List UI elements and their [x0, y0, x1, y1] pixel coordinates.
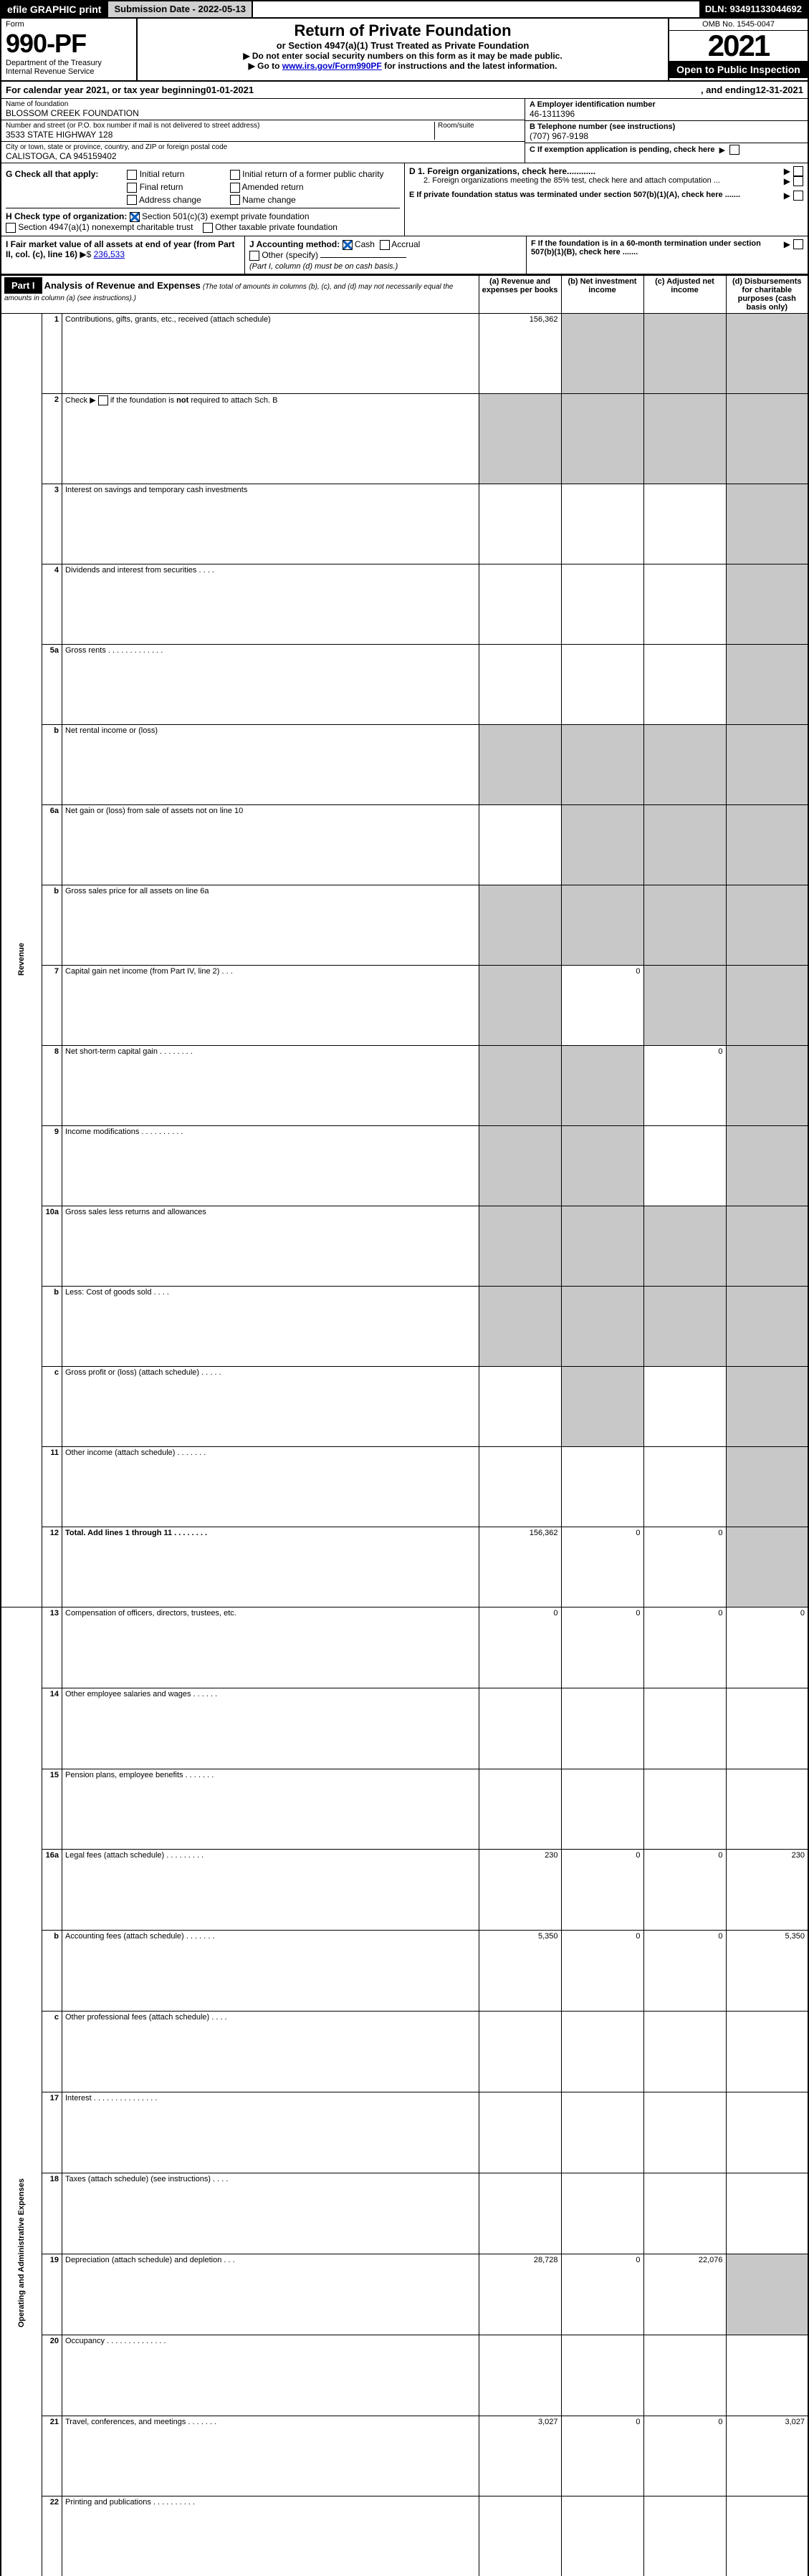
- table-row: 19Depreciation (attach schedule) and dep…: [1, 2254, 808, 2335]
- table-row: 15Pension plans, employee benefits . . .…: [1, 1769, 808, 1850]
- schB-check[interactable]: [98, 395, 108, 405]
- table-row: 8Net short-term capital gain . . . . . .…: [1, 1045, 808, 1125]
- table-row: 21Travel, conferences, and meetings . . …: [1, 2416, 808, 2496]
- header-right: OMB No. 1545-0047 2021 Open to Public In…: [668, 19, 808, 80]
- foundation-name-box: Name of foundation BLOSSOM CREEK FOUNDAT…: [1, 99, 525, 120]
- phone: (707) 967-9198: [530, 131, 803, 141]
- subtitle: or Section 4947(a)(1) Trust Treated as P…: [140, 40, 665, 51]
- ij-row: I Fair market value of all assets at end…: [0, 236, 809, 274]
- street-address: 3533 STATE HIGHWAY 128: [6, 130, 434, 140]
- accrual-check[interactable]: [380, 240, 390, 250]
- f-section: F If the foundation is in a 60-month ter…: [527, 236, 808, 274]
- table-row: bLess: Cost of goods sold . . . .: [1, 1286, 808, 1366]
- table-row: 16aLegal fees (attach schedule) . . . . …: [1, 1850, 808, 1931]
- table-row: 6aNet gain or (loss) from sale of assets…: [1, 804, 808, 885]
- other-method-check[interactable]: [249, 251, 259, 261]
- city-box: City or town, state or province, country…: [1, 142, 525, 163]
- topbar-spacer: [253, 1, 699, 17]
- foundation-name: BLOSSOM CREEK FOUNDATION: [6, 108, 520, 118]
- final-return-check[interactable]: [127, 183, 137, 193]
- address-change-check[interactable]: [127, 195, 137, 205]
- col-c-header: (c) Adjusted net income: [643, 275, 726, 314]
- initial-public-check[interactable]: [230, 170, 240, 180]
- open-inspection: Open to Public Inspection: [669, 61, 808, 78]
- form990pf-link[interactable]: www.irs.gov/Form990PF: [282, 61, 382, 71]
- e-check[interactable]: [793, 191, 803, 201]
- city-state-zip: CALISTOGA, CA 945159402: [6, 151, 520, 161]
- tax-year: 2021: [669, 31, 808, 61]
- d2-check[interactable]: [793, 176, 803, 186]
- 4947-check[interactable]: [6, 223, 16, 233]
- table-row: 9Income modifications . . . . . . . . . …: [1, 1125, 808, 1206]
- amended-check[interactable]: [230, 183, 240, 193]
- table-row: cOther professional fees (attach schedul…: [1, 2012, 808, 2092]
- inst2: ▶ Go to www.irs.gov/Form990PF for instru…: [140, 61, 665, 71]
- ein: 46-1311396: [530, 109, 803, 119]
- table-row: 10aGross sales less returns and allowanc…: [1, 1206, 808, 1286]
- ein-box: A Employer identification number 46-1311…: [525, 99, 808, 121]
- dln: DLN: 93491133044692: [699, 1, 808, 17]
- inst1: ▶ Do not enter social security numbers o…: [140, 51, 665, 61]
- table-row: Revenue1Contributions, gifts, grants, et…: [1, 313, 808, 393]
- table-row: bGross sales price for all assets on lin…: [1, 885, 808, 965]
- info-block: Name of foundation BLOSSOM CREEK FOUNDAT…: [0, 99, 809, 163]
- table-row: 18Taxes (attach schedule) (see instructi…: [1, 2173, 808, 2254]
- header-center: Return of Private Foundation or Section …: [138, 19, 668, 80]
- form-label: Form: [6, 20, 132, 29]
- table-row: 3Interest on savings and temporary cash …: [1, 484, 808, 564]
- col-b-header: (b) Net investment income: [561, 275, 643, 314]
- gh-row: G Check all that apply: Initial return F…: [0, 163, 809, 236]
- part1-table: Part I Analysis of Revenue and Expenses …: [0, 274, 809, 2576]
- table-row: 7Capital gain net income (from Part IV, …: [1, 965, 808, 1045]
- table-row: bNet rental income or (loss): [1, 724, 808, 804]
- table-row: 12Total. Add lines 1 through 11 . . . . …: [1, 1527, 808, 1607]
- header-row: Form 990-PF Department of the Treasury I…: [0, 19, 809, 82]
- table-row: 5aGross rents . . . . . . . . . . . . .: [1, 644, 808, 724]
- address-box: Number and street (or P.O. box number if…: [1, 120, 525, 142]
- fmv-value[interactable]: 236,533: [94, 249, 125, 259]
- d-e-section: D 1. Foreign organizations, check here..…: [405, 163, 808, 236]
- title: Return of Private Foundation: [140, 21, 665, 40]
- col-d-header: (d) Disbursements for charitable purpose…: [726, 275, 808, 314]
- table-row: 2Check ▶ if the foundation is not requir…: [1, 393, 808, 484]
- calendar-row: For calendar year 2021, or tax year begi…: [0, 82, 809, 99]
- table-row: bAccounting fees (attach schedule) . . .…: [1, 1931, 808, 2012]
- tax-begin: 01-01-2021: [206, 85, 254, 95]
- submission-date: Submission Date - 2022-05-13: [108, 1, 253, 17]
- table-row: 20Occupancy . . . . . . . . . . . . . .: [1, 2335, 808, 2416]
- f-check[interactable]: [793, 239, 803, 249]
- table-row: 17Interest . . . . . . . . . . . . . . .: [1, 2092, 808, 2173]
- form-left: Form 990-PF Department of the Treasury I…: [1, 19, 138, 80]
- table-row: Operating and Administrative Expenses13C…: [1, 1607, 808, 1688]
- table-row: 14Other employee salaries and wages . . …: [1, 1688, 808, 1769]
- other-taxable-check[interactable]: [203, 223, 213, 233]
- efile-button[interactable]: efile GRAPHIC print: [1, 1, 108, 17]
- g-section: G Check all that apply: Initial return F…: [6, 166, 400, 208]
- table-row: cGross profit or (loss) (attach schedule…: [1, 1366, 808, 1446]
- col-a-header: (a) Revenue and expenses per books: [479, 275, 561, 314]
- irs: Internal Revenue Service: [6, 67, 132, 76]
- topbar: efile GRAPHIC print Submission Date - 20…: [0, 0, 809, 19]
- name-change-check[interactable]: [230, 195, 240, 205]
- phone-box: B Telephone number (see instructions) (7…: [525, 121, 808, 143]
- cash-check[interactable]: [343, 240, 353, 250]
- form-number: 990-PF: [6, 29, 132, 59]
- tax-end: 12-31-2021: [756, 85, 804, 95]
- d1-check[interactable]: [793, 166, 803, 176]
- table-row: 11Other income (attach schedule) . . . .…: [1, 1446, 808, 1527]
- c-checkbox[interactable]: [729, 145, 739, 155]
- dept: Department of the Treasury: [6, 59, 132, 67]
- initial-return-check[interactable]: [127, 170, 137, 180]
- 501c3-check[interactable]: [130, 212, 140, 222]
- table-row: 4Dividends and interest from securities …: [1, 564, 808, 644]
- c-box: C If exemption application is pending, c…: [525, 143, 808, 156]
- h-section: H Check type of organization: Section 50…: [6, 208, 400, 233]
- table-row: 22Printing and publications . . . . . . …: [1, 2496, 808, 2576]
- part1-tag: Part I: [4, 277, 42, 294]
